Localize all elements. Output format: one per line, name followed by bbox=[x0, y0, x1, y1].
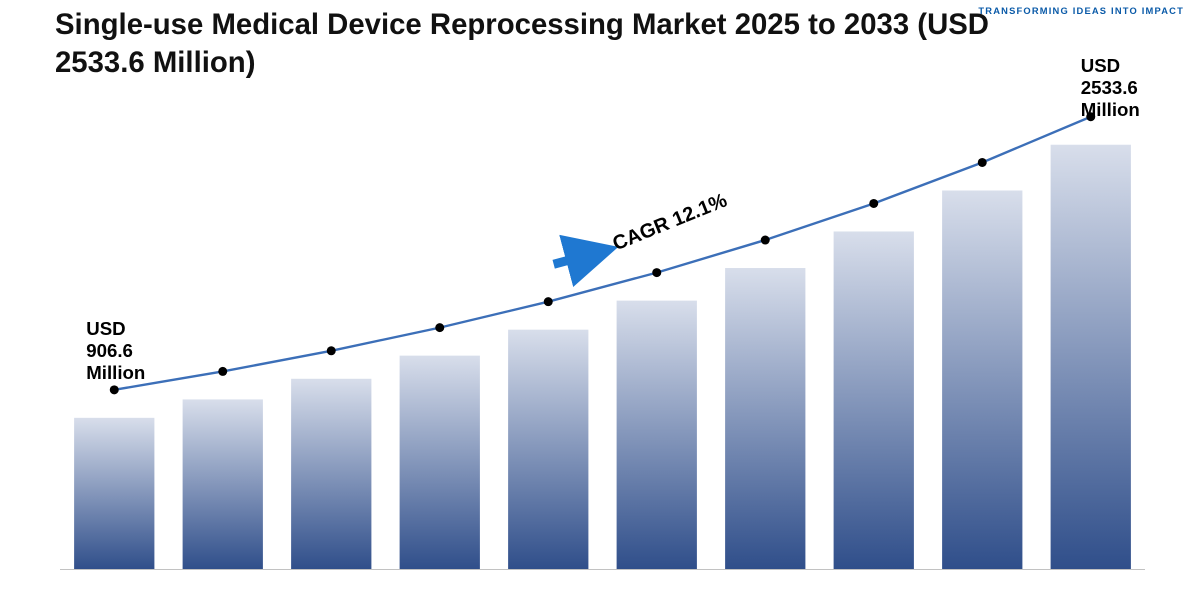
plot-svg bbox=[60, 100, 1145, 570]
trend-marker bbox=[327, 346, 336, 355]
end-value-label: USD 2533.6 Million bbox=[1081, 55, 1140, 121]
bar bbox=[508, 330, 588, 570]
plot-area bbox=[60, 100, 1145, 570]
brand-tagline: TRANSFORMING IDEAS INTO IMPACT bbox=[978, 6, 1184, 16]
trend-marker bbox=[978, 158, 987, 167]
bar bbox=[1051, 145, 1131, 570]
start-value-label: USD 906.6 Million bbox=[86, 318, 145, 384]
start-value-line1: USD bbox=[86, 318, 145, 340]
cagr-arrow-icon bbox=[554, 250, 608, 265]
bar bbox=[291, 379, 371, 570]
bar bbox=[400, 356, 480, 570]
bars-group bbox=[74, 145, 1131, 570]
bar bbox=[183, 399, 263, 570]
bar bbox=[74, 418, 154, 570]
trend-marker bbox=[869, 199, 878, 208]
start-value-line3: Million bbox=[86, 362, 145, 384]
trend-marker bbox=[652, 268, 661, 277]
bar bbox=[834, 231, 914, 570]
bar bbox=[617, 301, 697, 570]
bar bbox=[942, 190, 1022, 570]
chart-container: Single-use Medical Device Reprocessing M… bbox=[0, 0, 1200, 600]
trend-marker bbox=[218, 367, 227, 376]
start-value-line2: 906.6 bbox=[86, 340, 145, 362]
trend-marker bbox=[544, 297, 553, 306]
trend-marker bbox=[110, 385, 119, 394]
end-value-line3: Million bbox=[1081, 99, 1140, 121]
end-value-line2: 2533.6 bbox=[1081, 77, 1140, 99]
chart-title: Single-use Medical Device Reprocessing M… bbox=[55, 6, 1035, 81]
bar bbox=[725, 268, 805, 570]
end-value-line1: USD bbox=[1081, 55, 1140, 77]
trend-marker bbox=[761, 236, 770, 245]
trend-marker bbox=[435, 323, 444, 332]
